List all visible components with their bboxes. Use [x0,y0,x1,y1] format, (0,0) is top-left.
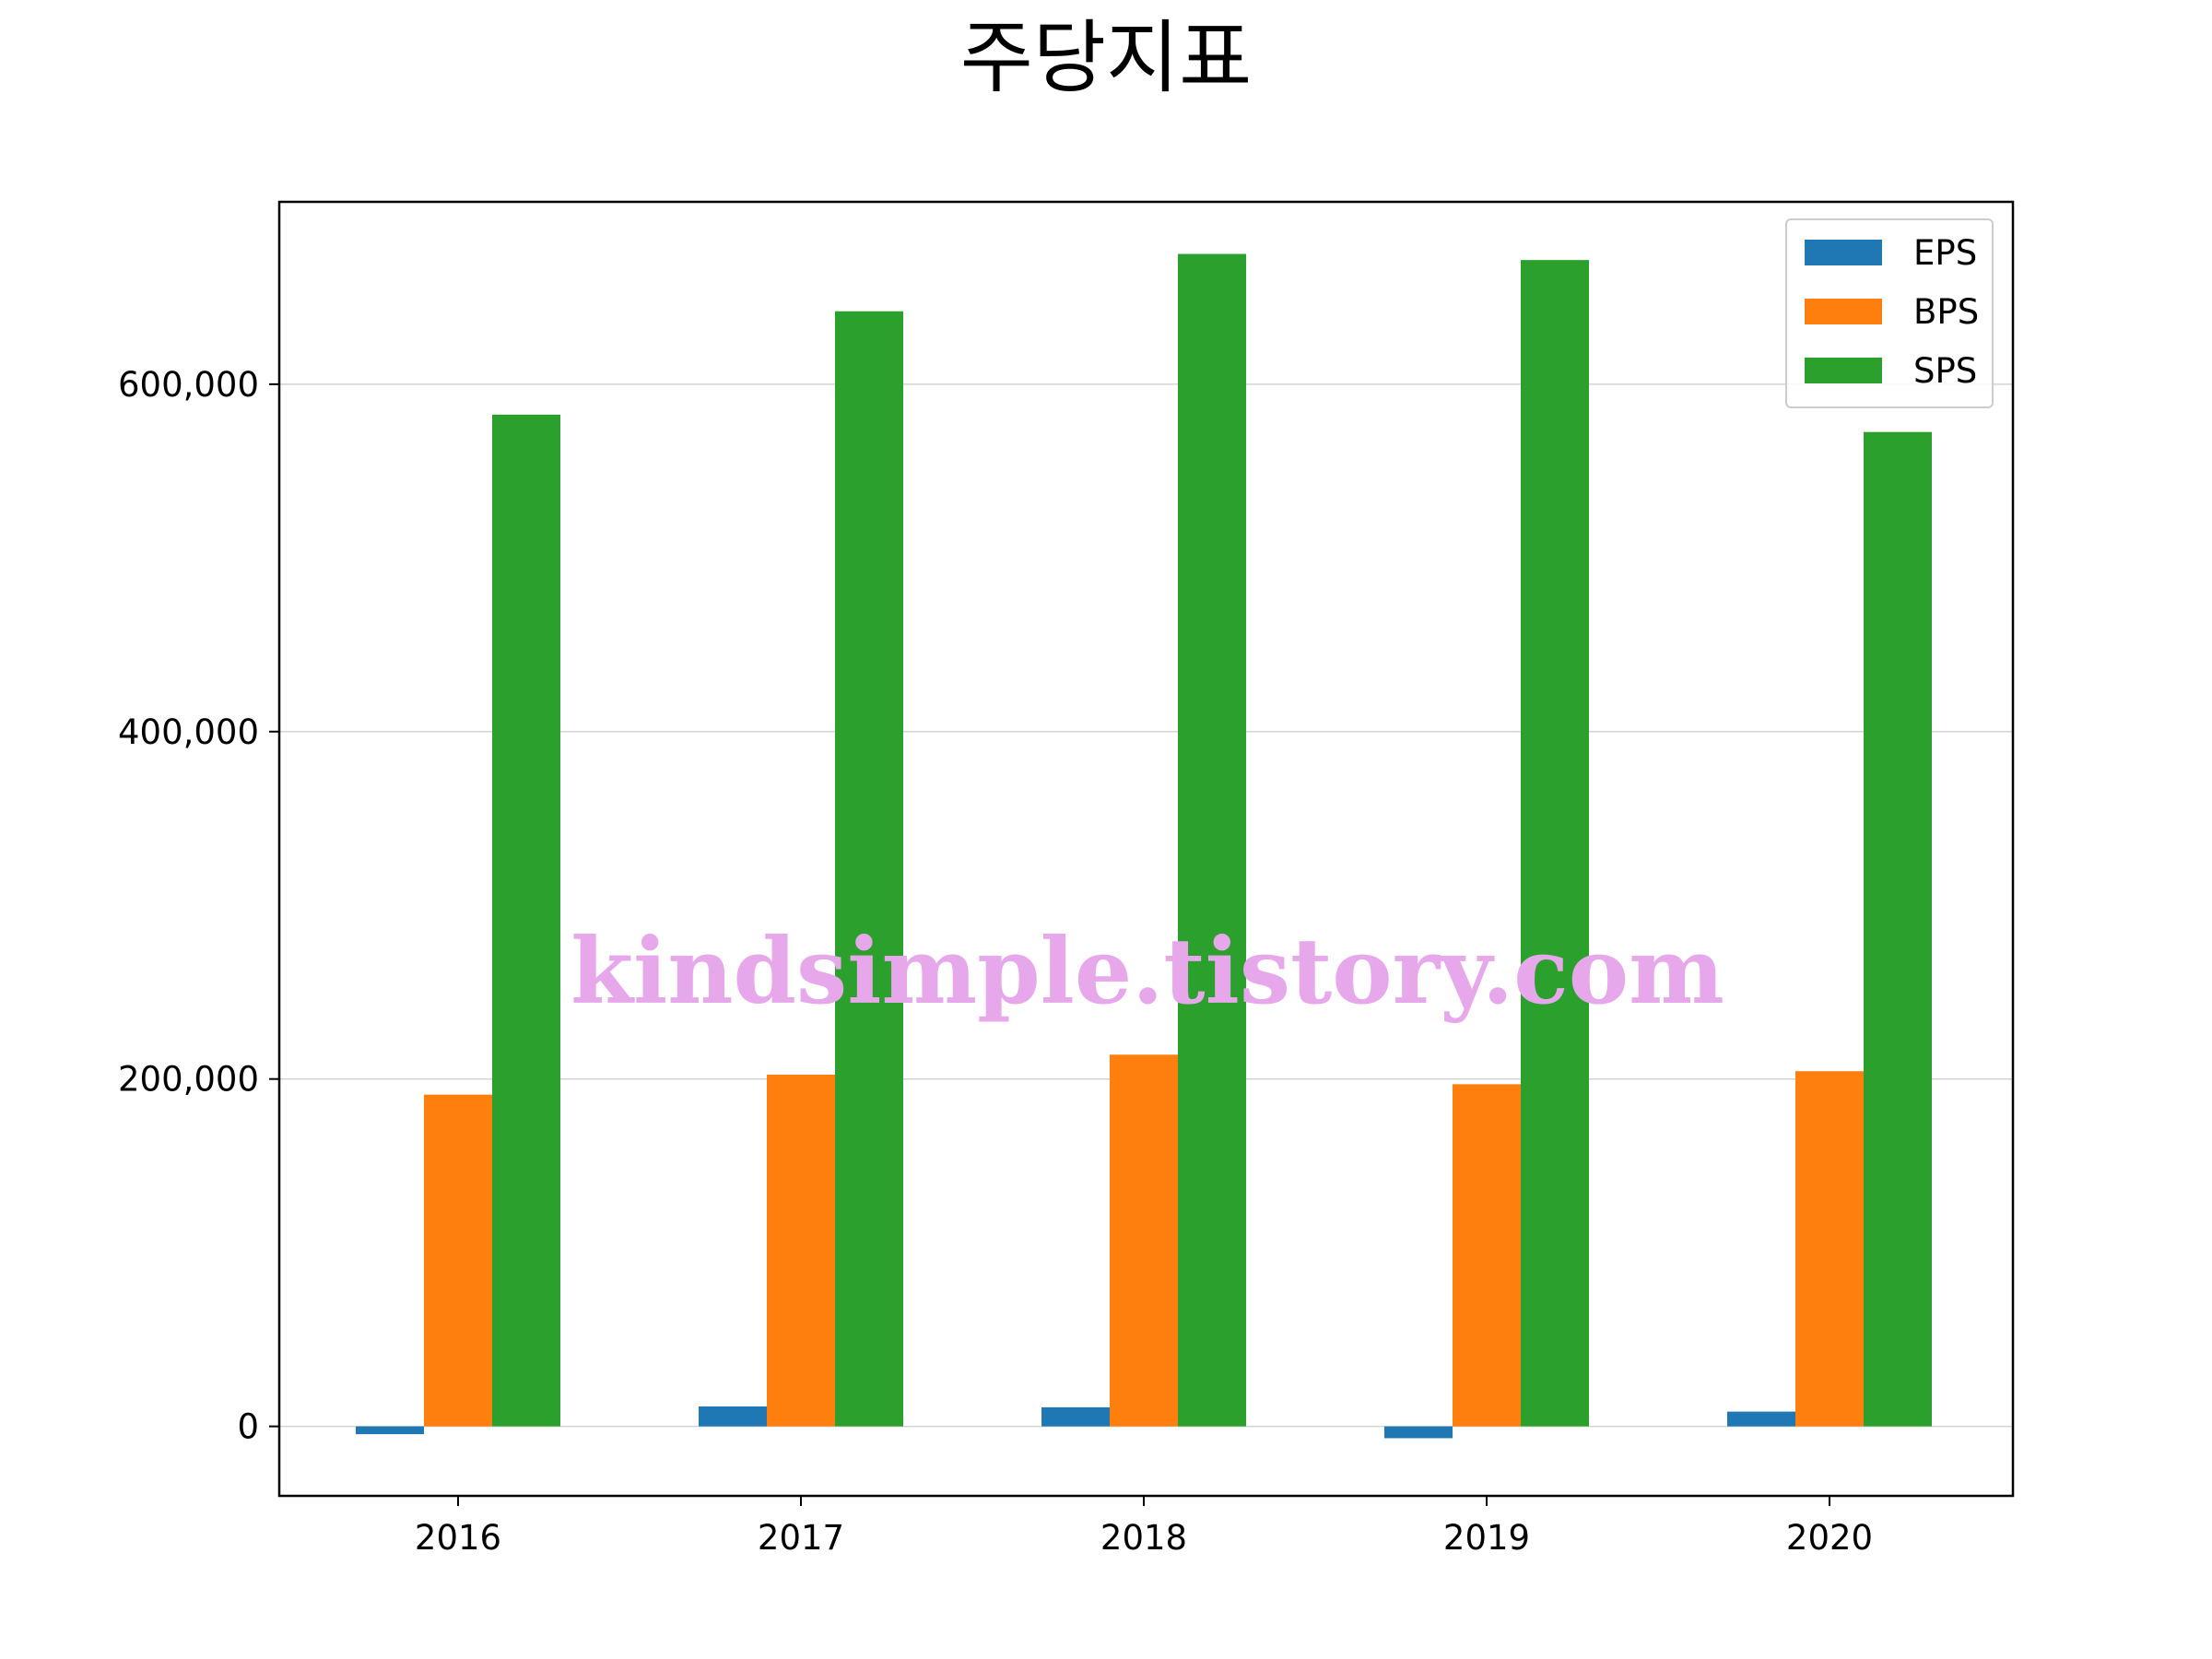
y-tick-label: 200,000 [118,1060,259,1100]
x-tick-label: 2019 [1443,1518,1530,1558]
bar-sps-2017 [835,311,903,1427]
x-axis: 2016 2017 2018 2019 2020 [415,1496,1873,1558]
bar-bps-2018 [1110,1054,1178,1427]
y-tick-label: 400,000 [118,712,259,752]
legend-swatch-sps [1805,358,1882,383]
legend-label-bps: BPS [1913,292,1979,332]
bar-eps-2018 [1041,1406,1110,1427]
legend-label-eps: EPS [1913,233,1977,273]
x-tick-label: 2016 [415,1518,501,1558]
y-tick-label: 600,000 [118,365,259,405]
bar-eps-2016 [356,1426,424,1435]
chart-title: 주당지표 [960,12,1252,104]
y-axis: 0 200,000 400,000 600,000 [118,365,279,1447]
bar-bps-2017 [767,1074,835,1427]
bar-sps-2018 [1178,253,1246,1427]
legend: EPS BPS SPS [1785,218,1994,408]
bar-sps-2019 [1521,260,1589,1427]
plot-frame [277,200,2015,1498]
bar-eps-2017 [699,1406,767,1427]
legend-label-sps: SPS [1913,351,1977,391]
bars [356,253,1932,1439]
y-tick-label: 0 [237,1407,259,1447]
x-tick-label: 2018 [1100,1518,1187,1558]
bar-bps-2020 [1795,1071,1864,1427]
legend-swatch-eps [1805,240,1882,265]
x-tick-label: 2020 [1786,1518,1873,1558]
bar-sps-2020 [1864,431,1932,1427]
bar-eps-2020 [1727,1411,1795,1427]
x-tick-label: 2017 [758,1518,844,1558]
legend-swatch-bps [1805,299,1882,324]
bar-sps-2016 [492,414,560,1427]
watermark: kindsimple.tistory.com [571,919,1724,1025]
bar-bps-2019 [1453,1084,1521,1427]
bar-bps-2016 [424,1094,492,1427]
bar-eps-2019 [1384,1426,1453,1439]
